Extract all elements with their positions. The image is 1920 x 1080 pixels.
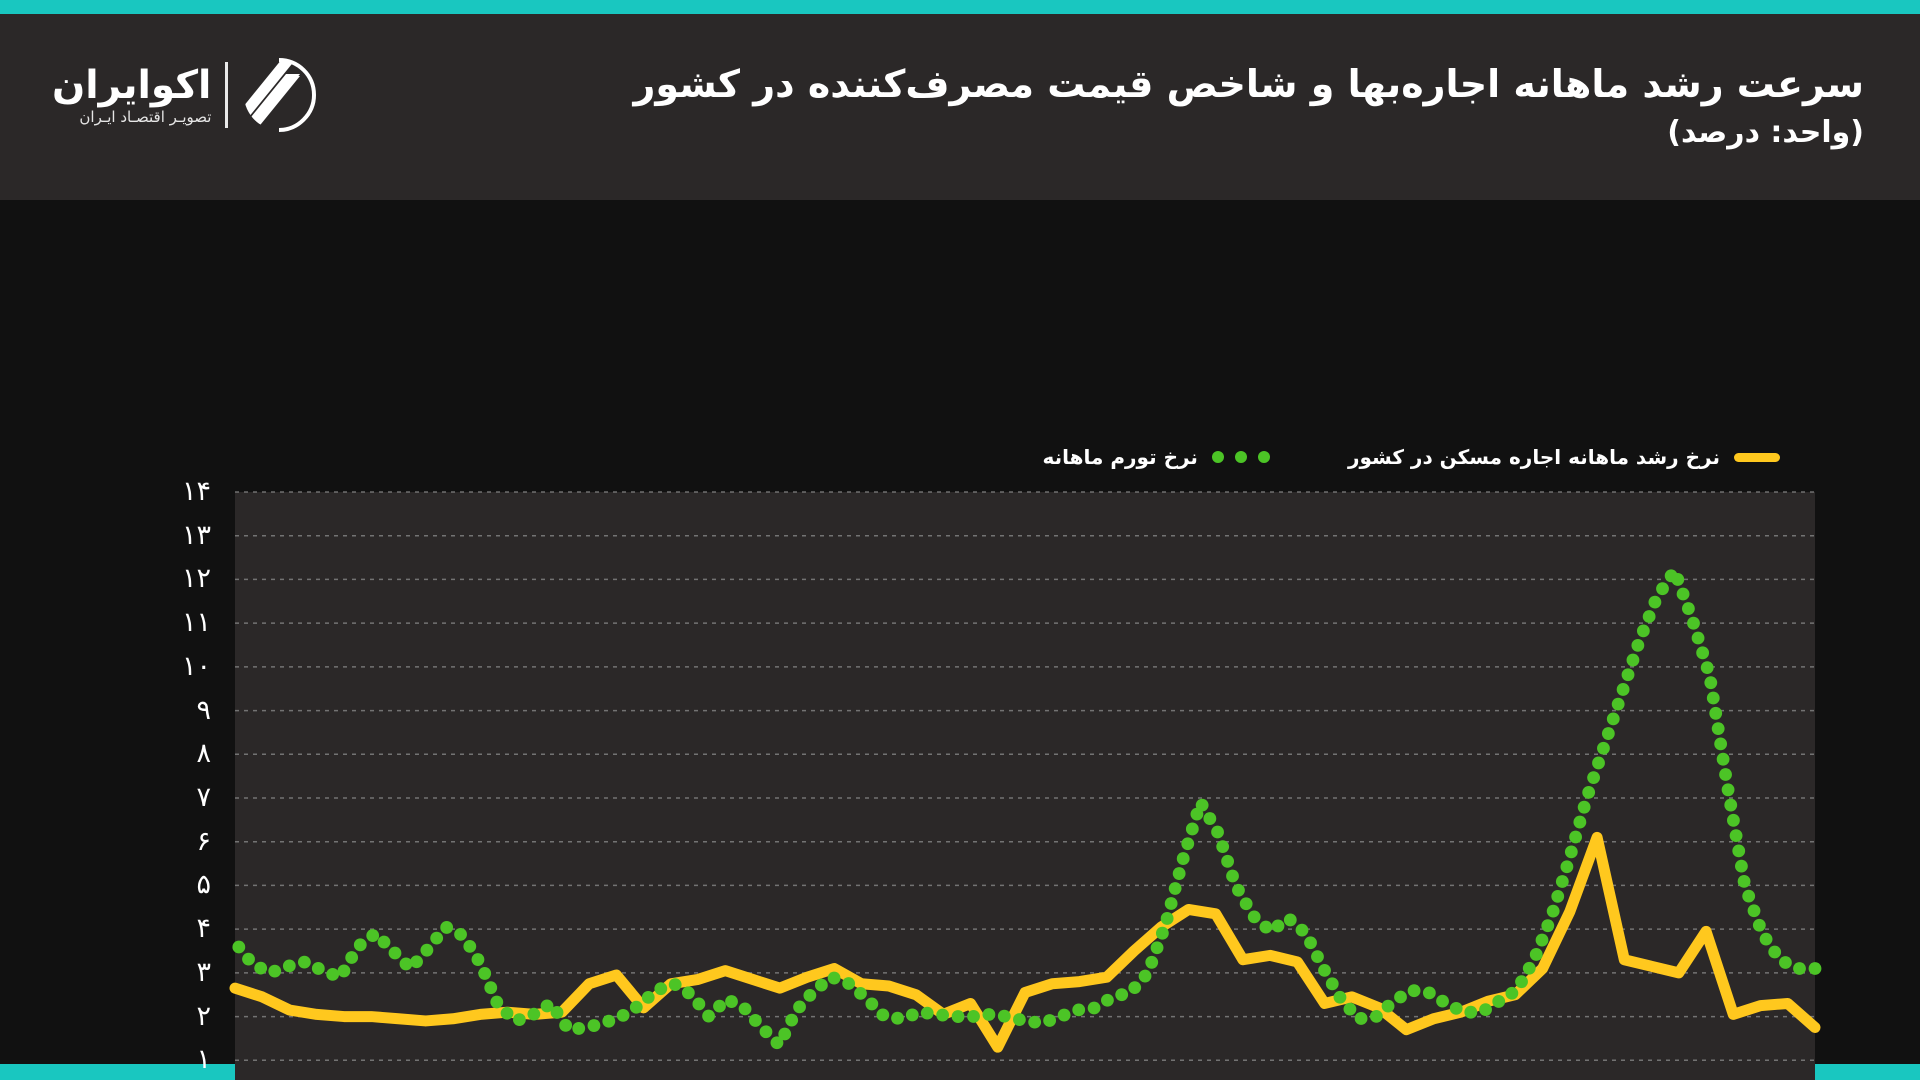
y-tick-label: ۱۲ — [181, 563, 211, 595]
brand-name: اکوایران — [52, 62, 212, 108]
chart-title: سرعت رشد ماهانه اجاره‌بها و شاخص قیمت مص… — [633, 62, 1864, 106]
legend-label-rent: نرخ رشد ماهانه اجاره مسکن در کشور — [1347, 445, 1720, 469]
dots-swatch-icon — [1211, 451, 1270, 463]
plot-background — [235, 492, 1815, 1080]
title-block: سرعت رشد ماهانه اجاره‌بها و شاخص قیمت مص… — [634, 60, 1864, 151]
y-tick-label: ۱۴ — [181, 476, 211, 507]
legend-item-rent[interactable]: نرخ رشد ماهانه اجاره مسکن در کشور — [1348, 445, 1780, 469]
y-tick-label: ۵ — [196, 869, 211, 901]
legend-item-inflation[interactable]: نرخ تورم ماهانه — [1043, 445, 1270, 469]
chart-subtitle: (واحد: درصد) — [1667, 115, 1864, 151]
y-tick-label: ۷ — [196, 782, 211, 813]
top-accent-bar — [0, 0, 1920, 14]
y-tick-label: ۲ — [196, 1000, 211, 1032]
chart-canvas — [229, 491, 1822, 1062]
plot-area: ۱۴۱۳۱۲۱۱۱۰۹۸۷۶۵۴۳۲۱۰ فروردین ۱۰مهر ۱۰فرو… — [0, 200, 1920, 1080]
y-tick-label: ۱ — [196, 1044, 211, 1076]
y-tick-label: ۱۱ — [181, 607, 211, 639]
line-swatch-icon — [1734, 452, 1780, 462]
y-tick-label: ۸ — [196, 738, 211, 770]
legend-label-inflation: نرخ تورم ماهانه — [1042, 445, 1198, 469]
brand-logo: اکوایران تصویـر اقتصـاد ایـران — [52, 58, 317, 132]
y-tick-label: ۱۰ — [181, 650, 211, 682]
y-tick-label: ۱۳ — [181, 519, 211, 551]
y-tick-label: ۶ — [196, 825, 211, 857]
header-bar: اکوایران تصویـر اقتصـاد ایـران سرعت رشد … — [0, 14, 1920, 200]
y-tick-label: ۳ — [196, 956, 211, 988]
brand-divider — [225, 62, 229, 128]
eco-iran-logo-icon — [244, 58, 317, 132]
brand-text-block: اکوایران تصویـر اقتصـاد ایـران — [52, 66, 211, 125]
chart-legend: نرخ رشد ماهانه اجاره مسکن در کشور نرخ تو… — [1043, 445, 1780, 469]
y-tick-label: ۹ — [196, 694, 211, 726]
brand-tagline: تصویـر اقتصـاد ایـران — [79, 107, 212, 126]
chart-body: نرخ رشد ماهانه اجاره مسکن در کشور نرخ تو… — [0, 200, 1920, 1080]
y-tick-label: ۴ — [196, 913, 211, 945]
